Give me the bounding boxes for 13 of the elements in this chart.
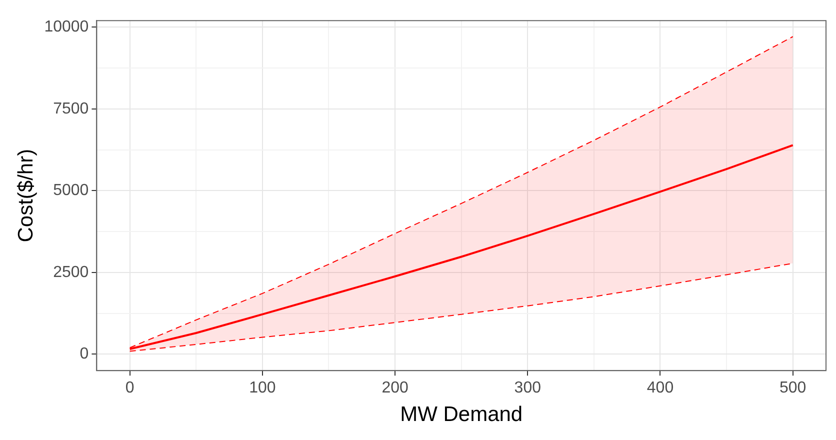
x-tick-label: 0	[125, 380, 134, 397]
y-axis-title: Cost($/hr)	[14, 148, 38, 242]
x-tick-label: 100	[249, 380, 276, 397]
x-tick-label: 500	[780, 380, 806, 397]
x-axis-title: MW Demand	[400, 403, 523, 426]
x-tick-label: 300	[514, 380, 542, 397]
y-tick-label: 0	[80, 346, 89, 363]
x-tick-label: 400	[646, 380, 674, 397]
y-tick-label: 10000	[44, 18, 89, 36]
y-tick-label: 5000	[53, 182, 89, 200]
x-tick-label: 200	[382, 380, 408, 397]
y-tick-label: 7500	[53, 100, 89, 118]
y-tick-label: 2500	[53, 264, 89, 281]
